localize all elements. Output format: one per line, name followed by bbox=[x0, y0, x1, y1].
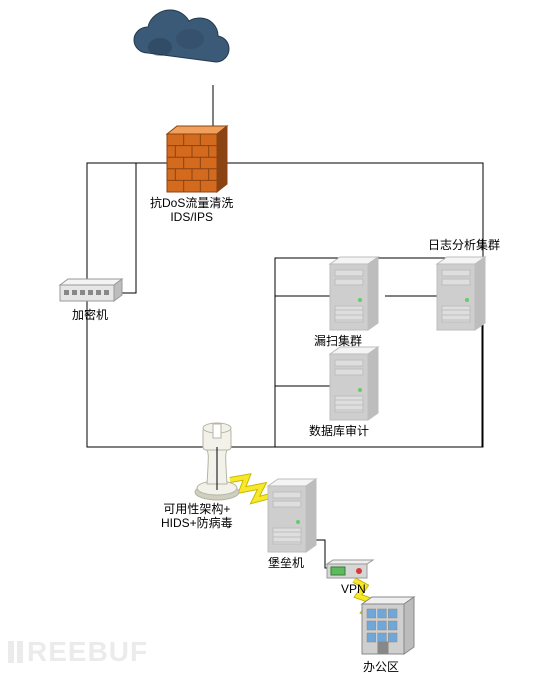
scan-server-icon bbox=[330, 257, 378, 330]
diagram-svg bbox=[0, 0, 536, 689]
network-diagram: { "diagram": { "type": "network", "backg… bbox=[0, 0, 536, 689]
vpn-device-icon bbox=[327, 560, 373, 578]
bastion-server-label: 堡垒机 bbox=[268, 556, 304, 570]
log-cluster-label: 日志分析集群 bbox=[428, 238, 500, 252]
vpn-label: VPN bbox=[341, 582, 366, 596]
firewall-icon bbox=[167, 126, 227, 192]
log-cluster-server-icon bbox=[437, 257, 485, 330]
db-audit-server-label: 数据库审计 bbox=[309, 424, 369, 438]
scan-server-label: 漏扫集群 bbox=[314, 334, 362, 348]
building-label: 办公区 bbox=[363, 660, 399, 674]
bastion-server-icon bbox=[268, 479, 316, 552]
switch-label: 加密机 bbox=[72, 308, 108, 322]
cloud-icon bbox=[134, 10, 229, 62]
watermark: REEBUF bbox=[8, 636, 148, 670]
switch-icon bbox=[60, 279, 122, 301]
chess-label: 可用性架构+ HIDS+防病毒 bbox=[161, 502, 233, 531]
firewall-label: 抗DoS流量清洗 IDS/IPS bbox=[150, 196, 233, 225]
db-audit-server-icon bbox=[330, 347, 378, 420]
office-building-icon bbox=[362, 597, 414, 654]
